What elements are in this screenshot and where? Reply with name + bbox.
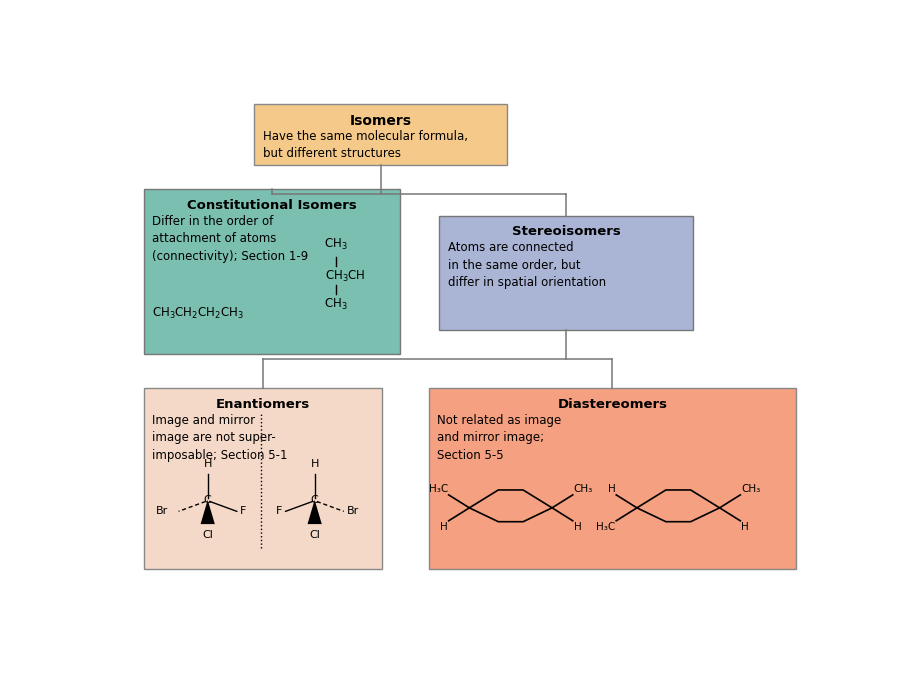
Text: Cl: Cl — [309, 531, 320, 540]
FancyBboxPatch shape — [143, 189, 400, 354]
Text: Not related as image
and mirror image;
Section 5-5: Not related as image and mirror image; S… — [437, 414, 561, 462]
Polygon shape — [200, 500, 215, 524]
Text: CH₃: CH₃ — [741, 484, 759, 494]
Text: Have the same molecular formula,
but different structures: Have the same molecular formula, but dif… — [262, 130, 467, 160]
FancyBboxPatch shape — [428, 388, 795, 569]
Text: C: C — [311, 495, 318, 505]
Text: CH₃: CH₃ — [573, 484, 592, 494]
Text: Constitutional Isomers: Constitutional Isomers — [187, 199, 357, 212]
Text: $\mathsf{CH_3CH}$: $\mathsf{CH_3CH}$ — [325, 269, 366, 284]
Text: Differ in the order of
attachment of atoms
(connectivity); Section 1-9: Differ in the order of attachment of ato… — [152, 215, 308, 263]
Text: H: H — [203, 459, 211, 469]
Text: Br: Br — [346, 506, 359, 516]
Text: Image and mirror
image are not super-
imposable; Section 5-1: Image and mirror image are not super- im… — [152, 414, 288, 462]
Text: Isomers: Isomers — [349, 114, 411, 128]
Text: Atoms are connected
in the same order, but
differ in spatial orientation: Atoms are connected in the same order, b… — [448, 241, 606, 289]
Text: H₃C: H₃C — [596, 522, 615, 532]
Text: Stereoisomers: Stereoisomers — [511, 225, 619, 238]
Text: H: H — [741, 522, 748, 532]
FancyBboxPatch shape — [439, 215, 692, 330]
Text: Enantiomers: Enantiomers — [216, 398, 310, 411]
Text: $\mathsf{CH_3}$: $\mathsf{CH_3}$ — [323, 237, 347, 253]
Text: H: H — [573, 522, 581, 532]
Text: Cl: Cl — [202, 531, 213, 540]
Text: C: C — [204, 495, 211, 505]
Text: H₃C: H₃C — [428, 484, 448, 494]
Polygon shape — [307, 500, 322, 524]
Text: H: H — [439, 522, 448, 532]
FancyBboxPatch shape — [143, 388, 382, 569]
Text: F: F — [276, 506, 282, 516]
Text: Diastereomers: Diastereomers — [557, 398, 666, 411]
Text: H: H — [310, 459, 319, 469]
Text: $\mathsf{CH_3CH_2CH_2CH_3}$: $\mathsf{CH_3CH_2CH_2CH_3}$ — [152, 306, 244, 322]
Text: F: F — [240, 506, 246, 516]
Text: Br: Br — [156, 506, 168, 516]
Text: H: H — [607, 484, 615, 494]
Text: $\mathsf{CH_3}$: $\mathsf{CH_3}$ — [323, 297, 347, 312]
FancyBboxPatch shape — [254, 104, 506, 165]
